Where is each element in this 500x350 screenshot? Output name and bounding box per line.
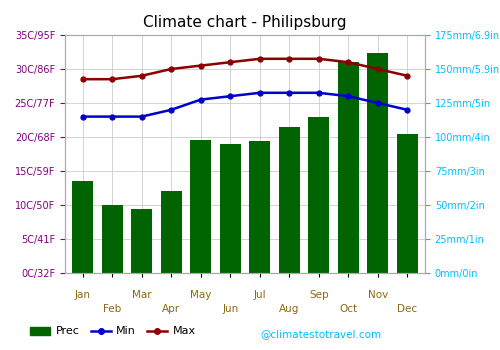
Bar [161,191,182,273]
Text: Jan: Jan [74,290,90,300]
Text: Oct: Oct [339,303,357,314]
Bar [72,181,93,273]
Bar [190,140,211,273]
Bar [338,62,358,273]
Text: Apr: Apr [162,303,180,314]
Text: Jun: Jun [222,303,238,314]
Legend: Prec, Min, Max: Prec, Min, Max [26,322,200,341]
Title: Climate chart - Philipsburg: Climate chart - Philipsburg [144,15,347,30]
Text: May: May [190,290,212,300]
Text: @climatestotravel.com: @climatestotravel.com [260,329,381,339]
Text: Aug: Aug [279,303,299,314]
Bar [308,117,329,273]
Text: Nov: Nov [368,290,388,300]
Text: Mar: Mar [132,290,152,300]
Bar [102,205,122,273]
Bar [397,134,417,273]
Bar [279,127,299,273]
Text: Dec: Dec [397,303,417,314]
Bar [368,53,388,273]
Text: Feb: Feb [103,303,122,314]
Text: Jul: Jul [254,290,266,300]
Bar [250,141,270,273]
Bar [132,209,152,273]
Bar [220,144,240,273]
Text: Sep: Sep [309,290,328,300]
